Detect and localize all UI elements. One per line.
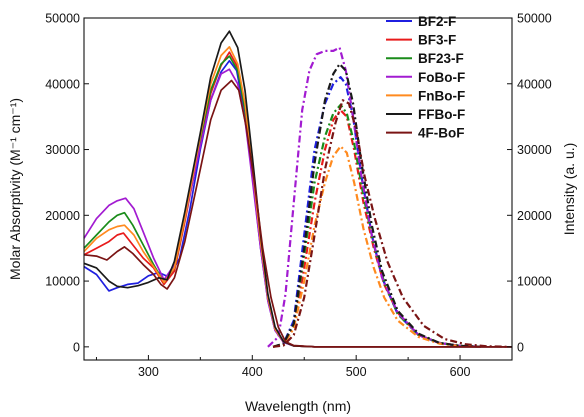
y-tick-label: 50000 <box>45 12 80 26</box>
y-axis-title-right: Intensity (a. u.) <box>561 143 577 236</box>
legend-label: BF2-F <box>418 14 456 29</box>
y-right-tick-label: 0 <box>517 340 524 354</box>
absorption-line-bf2-f <box>83 59 512 348</box>
x-tick-label: 400 <box>242 365 263 379</box>
x-tick-label: 500 <box>346 365 367 379</box>
y-tick-label: 10000 <box>45 275 80 289</box>
plot-lines <box>83 30 512 348</box>
y-tick-label: 30000 <box>45 143 80 157</box>
y-axis-title: Molar Absorptivity (M⁻¹ cm⁻¹) <box>7 98 23 280</box>
y-tick-label: 20000 <box>45 209 80 223</box>
plot-frame <box>83 17 513 361</box>
y-right-tick-label: 40000 <box>517 77 552 91</box>
legend-label: FnBo-F <box>418 88 465 103</box>
x-axis-title: Wavelength (nm) <box>245 398 351 414</box>
legend-label: FFBo-F <box>418 107 465 122</box>
absorption-line-4f-bof <box>83 79 512 348</box>
legend-label: 4F-BoF <box>418 126 465 141</box>
absorption-line-fnbo-f <box>83 46 512 348</box>
y-right-tick-label: 20000 <box>517 209 552 223</box>
emission-line-fobo-f <box>267 46 481 348</box>
x-tick-label: 600 <box>450 365 471 379</box>
x-tick-label: 300 <box>138 365 159 379</box>
y-right-tick-label: 50000 <box>517 12 552 26</box>
y-right-tick-label: 30000 <box>517 143 552 157</box>
legend-label: FoBo-F <box>418 70 465 85</box>
legend-label: BF23-F <box>418 51 464 66</box>
y-tick-label: 40000 <box>45 77 80 91</box>
emission-line-4f-bof <box>272 99 507 348</box>
emission-line-fnbo-f <box>272 145 481 348</box>
legend-label: BF3-F <box>418 33 456 48</box>
y-tick-label: 0 <box>73 340 80 354</box>
y-right-tick-label: 10000 <box>517 275 552 289</box>
legend: BF2-F BF3-F BF23-F FoBo-F FnBo-F FFBo-F 4F-BoF <box>386 14 465 141</box>
absorption-line-ffbo-f <box>83 30 512 348</box>
emission-line-ffbo-f <box>272 62 481 348</box>
axis-ticks: 300 400 500 600 0 10000 20000 30000 40000 50000 0 1… <box>45 12 552 380</box>
